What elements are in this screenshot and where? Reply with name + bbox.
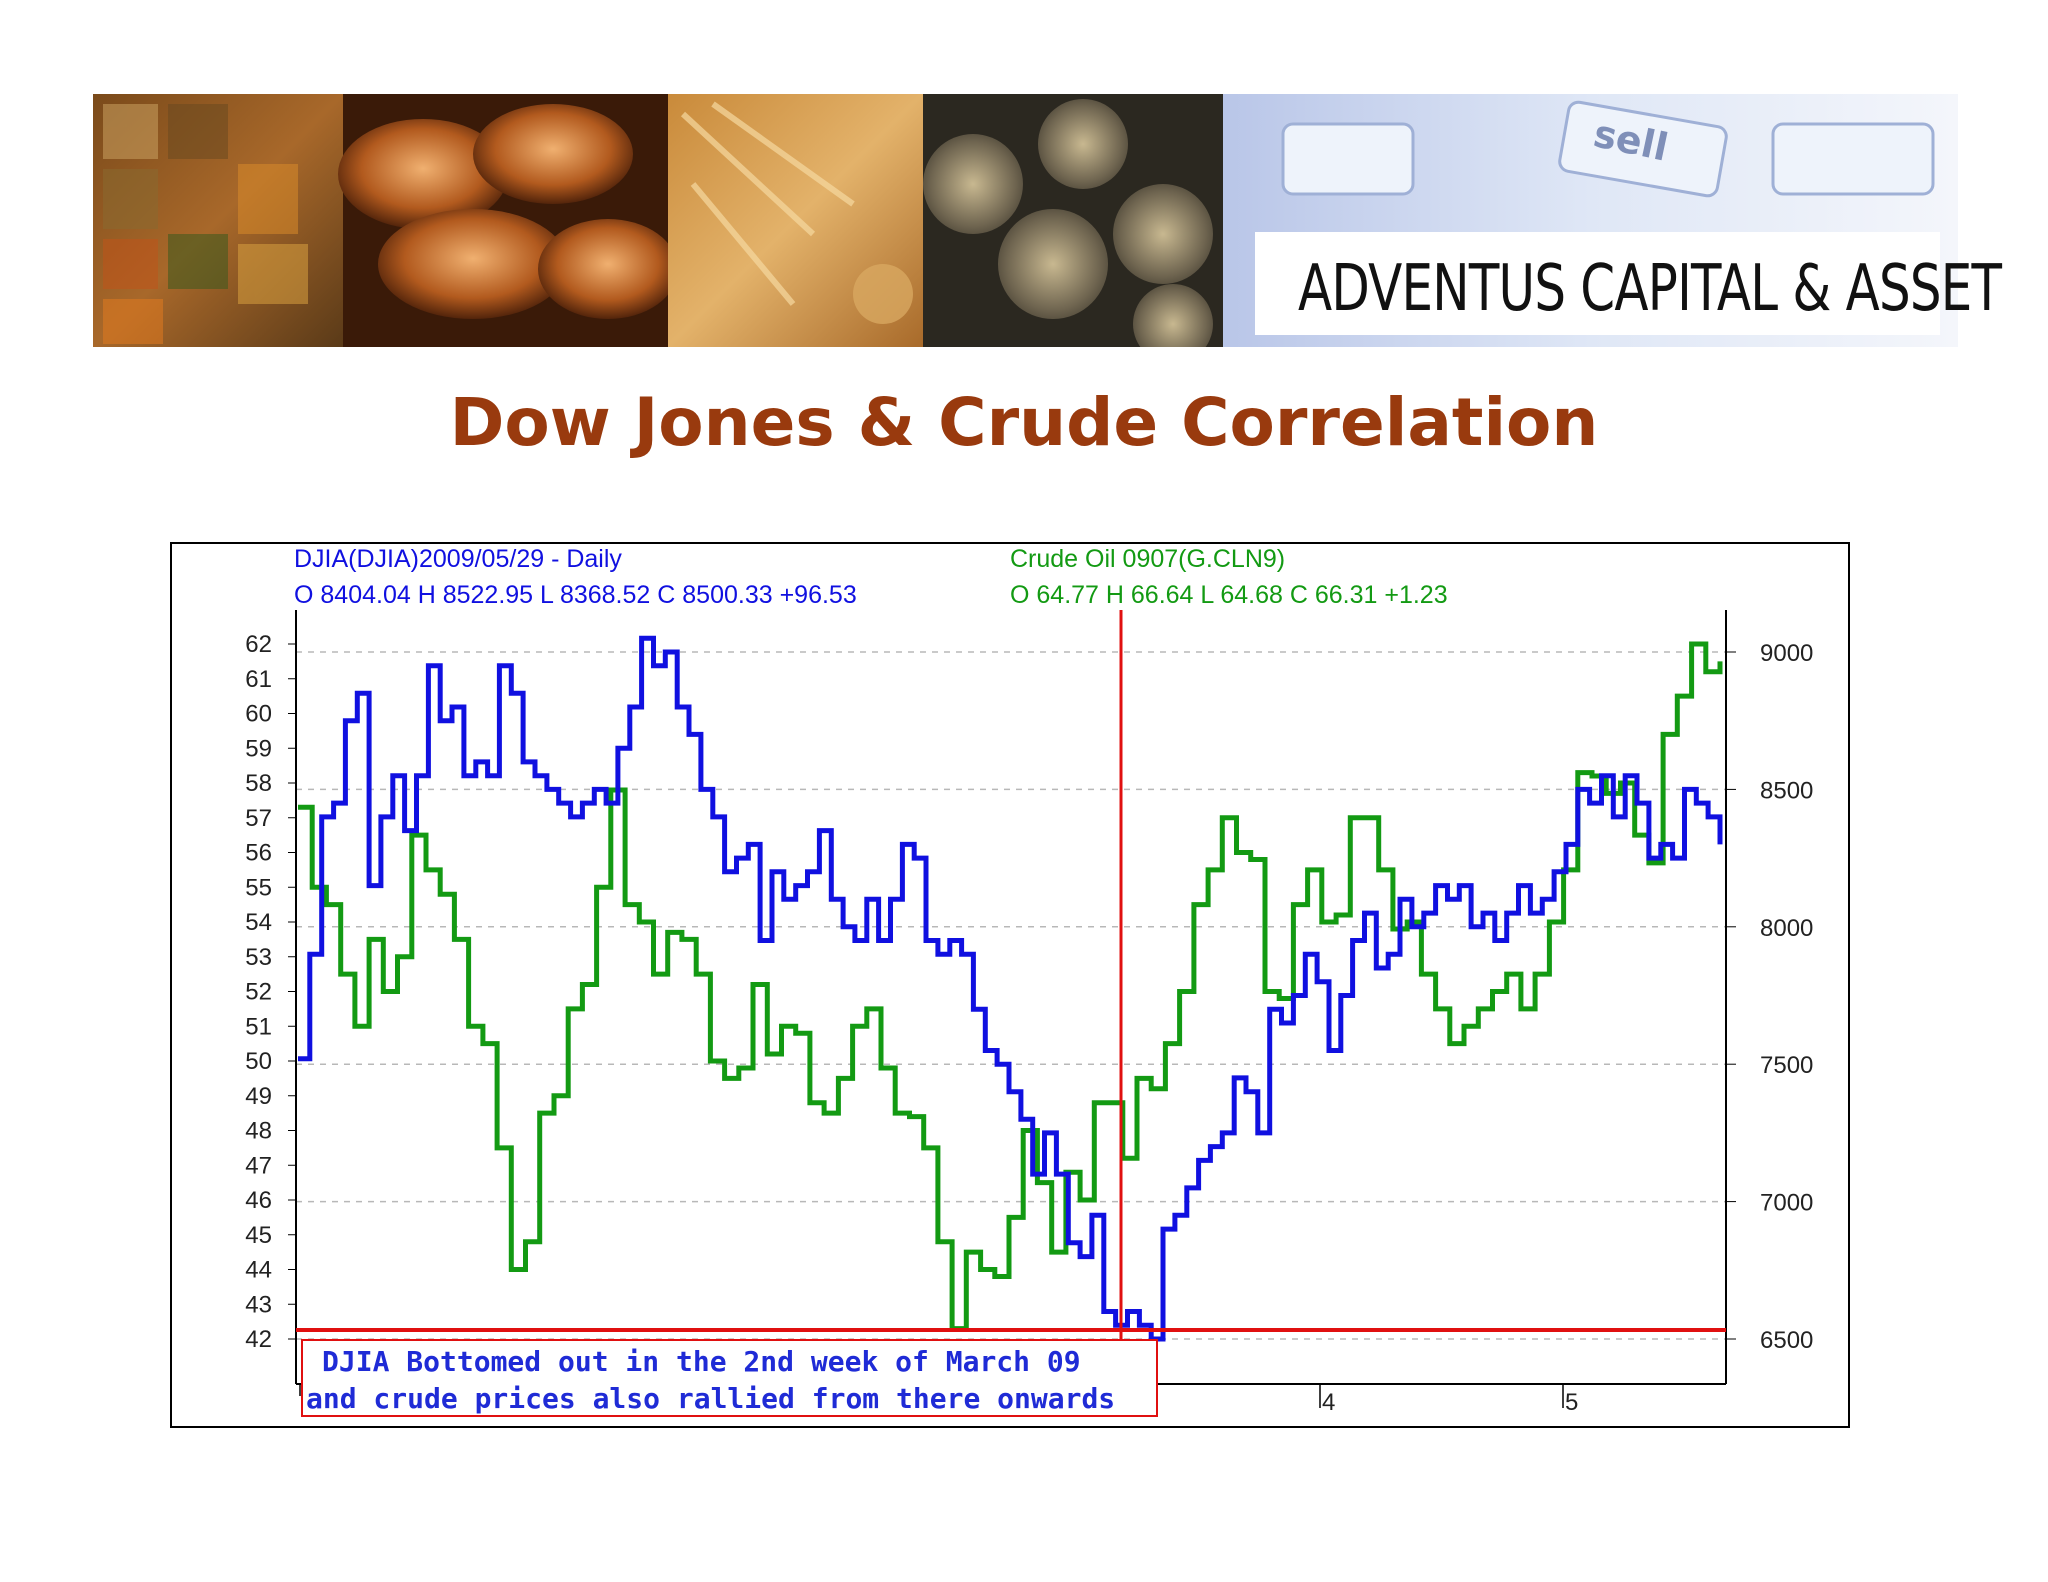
left-tick-label: 61 <box>245 666 272 693</box>
left-tick-label: 62 <box>245 631 272 658</box>
brand-box <box>1255 232 1940 335</box>
crude-series-line <box>298 641 1723 1332</box>
right-axis: 6500 7000 7500 8000 8500 9000 <box>1725 610 1813 1384</box>
left-tick-label: 47 <box>245 1152 272 1179</box>
left-tick-label: 45 <box>245 1222 272 1249</box>
right-tick-label: 7500 <box>1760 1052 1813 1079</box>
x-tick-label: 5 <box>1565 1389 1578 1416</box>
brand-name: ADVENTUS CAPITAL & ASSET <box>1298 252 2002 326</box>
left-tick-label: 44 <box>245 1257 272 1284</box>
right-tick-label: 9000 <box>1760 640 1813 667</box>
gridlines <box>296 651 1726 1340</box>
left-tick-label: 60 <box>245 701 272 728</box>
right-tick-label: 6500 <box>1760 1327 1813 1354</box>
crude-ohlc: O 64.77 H 66.64 L 64.68 C 66.31 +1.23 <box>1010 581 1448 609</box>
right-tick-label: 8000 <box>1760 915 1813 942</box>
djia-ohlc: O 8404.04 H 8522.95 L 8368.52 C 8500.33 … <box>294 581 857 609</box>
annotation-line-2: and crude prices also rallied from there… <box>306 1382 1115 1415</box>
left-tick-label: 52 <box>245 979 272 1006</box>
right-tick-label: 8500 <box>1760 777 1813 804</box>
annotation-box <box>301 1339 1158 1417</box>
left-tick-label: 43 <box>245 1291 272 1318</box>
x-tick-label: 4 <box>1322 1389 1335 1416</box>
crude-series-label: Crude Oil 0907(G.CLN9) <box>1010 545 1285 573</box>
page-title: Dow Jones & Crude Correlation <box>449 384 1599 461</box>
left-tick-label: 54 <box>245 909 272 936</box>
left-tick-label: 53 <box>245 944 272 971</box>
left-tick-label: 49 <box>245 1083 272 1110</box>
left-tick-label: 50 <box>245 1048 272 1075</box>
left-tick-label: 56 <box>245 840 272 867</box>
correlation-chart: DJIA(DJIA)2009/05/29 - Daily O 8404.04 H… <box>245 545 1813 1417</box>
left-tick-label: 46 <box>245 1187 272 1214</box>
right-tick-label: 7000 <box>1760 1190 1813 1217</box>
left-tick-label: 59 <box>245 735 272 762</box>
left-tick-label: 51 <box>245 1013 272 1040</box>
annotation-line-1: DJIA Bottomed out in the 2nd week of Mar… <box>322 1345 1081 1378</box>
header-banner: sell <box>93 94 1958 347</box>
left-axis: 42 43 44 45 46 47 48 49 50 51 52 53 54 55 56 57 58 59 60 61… <box>245 610 297 1384</box>
djia-series-label: DJIA(DJIA)2009/05/29 - Daily <box>294 545 622 573</box>
left-tick-label: 42 <box>245 1326 272 1353</box>
left-tick-label: 55 <box>245 874 272 901</box>
chart-frame: DJIA(DJIA)2009/05/29 - Daily O 8404.04 H… <box>170 542 1850 1428</box>
left-tick-label: 58 <box>245 770 272 797</box>
left-tick-label: 57 <box>245 805 272 832</box>
djia-series-line <box>298 635 1723 1342</box>
left-tick-label: 48 <box>245 1118 272 1145</box>
